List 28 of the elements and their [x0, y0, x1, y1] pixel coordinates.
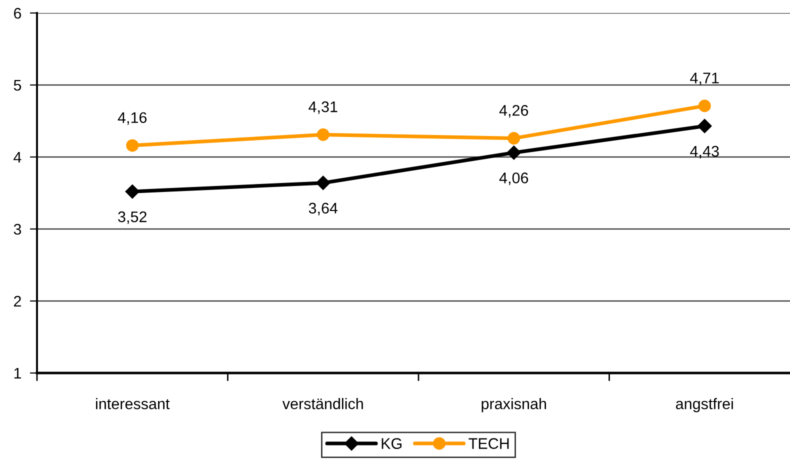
data-label: 3,64	[308, 202, 338, 216]
point	[316, 128, 330, 141]
point	[506, 146, 521, 160]
y-tick-label: 5	[14, 80, 22, 91]
point	[508, 132, 520, 145]
data-label: 4,06	[499, 172, 528, 186]
data-label: 4,43	[690, 146, 719, 159]
y-tick-label: 3	[14, 224, 22, 235]
x-tick-label: verständlich	[282, 398, 363, 410]
data-label: 4,16	[118, 112, 147, 125]
point	[698, 118, 712, 134]
data-label: 4,31	[308, 101, 338, 114]
legend-label: TECH	[468, 438, 509, 449]
point	[125, 184, 140, 199]
point	[316, 176, 330, 190]
y-tick-label: 2	[14, 296, 21, 307]
data-label: 4,26	[499, 104, 528, 118]
y-tick-label: 6	[14, 8, 22, 19]
legend-label: KG	[382, 438, 402, 449]
x-tick-label: praxisnah	[482, 398, 546, 412]
y-tick-label: 4	[14, 152, 22, 163]
x-tick-label: angstfrei	[676, 398, 733, 412]
point	[126, 139, 139, 152]
data-label: 4,71	[690, 72, 719, 86]
data-label: 3,52	[118, 211, 146, 224]
point	[698, 100, 711, 112]
x-tick-label: interessant	[96, 398, 170, 410]
y-tick-label: 1	[14, 368, 21, 379]
